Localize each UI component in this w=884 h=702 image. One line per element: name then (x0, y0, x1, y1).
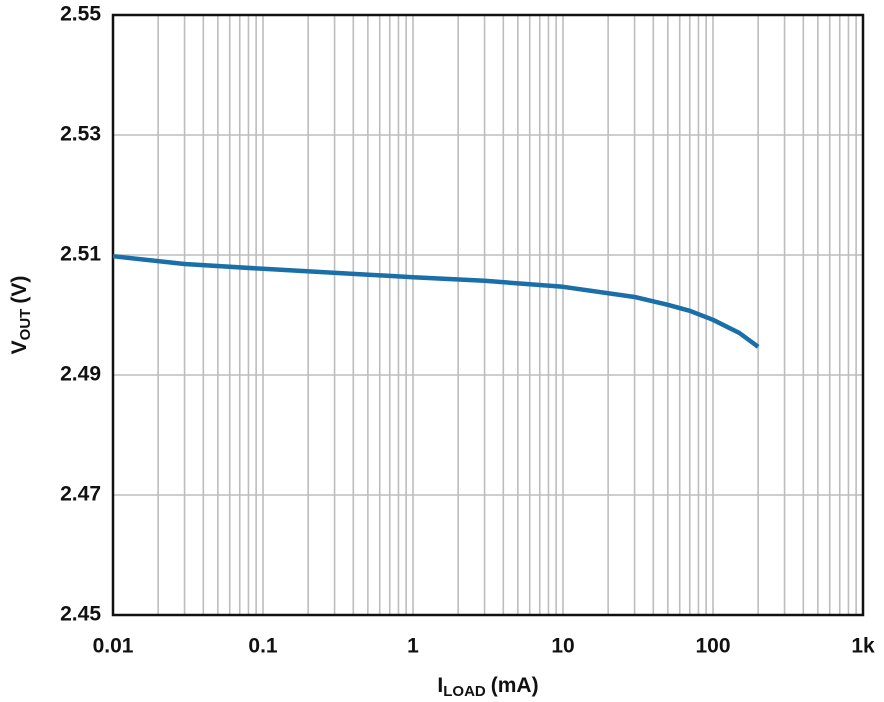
y-tick-label: 2.45 (60, 603, 101, 626)
x-tick-label: 10 (551, 635, 574, 658)
x-axis-label: ILOAD (mA) (437, 674, 538, 700)
y-tick-label: 2.51 (60, 243, 101, 266)
x-tick-label: 0.01 (93, 635, 134, 658)
y-axis-label: VOUT(V) (8, 276, 34, 355)
y-tick-label: 2.53 (60, 123, 101, 146)
y-tick-label: 2.55 (60, 3, 101, 26)
plot-frame (111, 13, 865, 617)
x-tick-label: 1k (851, 635, 875, 658)
x-tick-label: 1 (407, 635, 419, 658)
data-line (112, 253, 760, 349)
y-tick-label: 2.47 (60, 483, 101, 506)
x-tick-label: 100 (695, 635, 730, 658)
y-tick-label: 2.49 (60, 363, 101, 386)
x-tick-label: 0.1 (248, 635, 278, 658)
